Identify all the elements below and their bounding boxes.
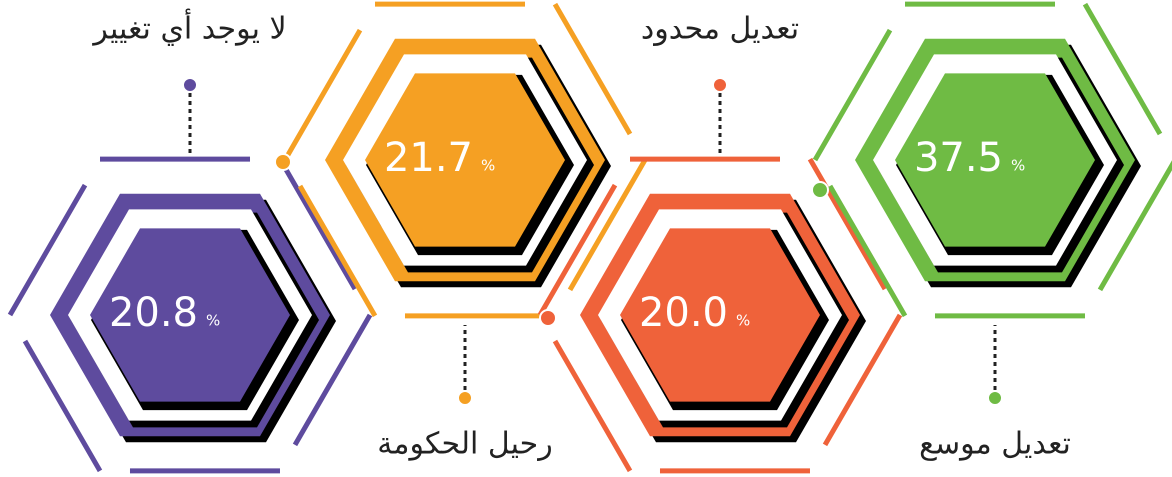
category-label: رحيل الحكومة [377, 427, 552, 462]
hexagon-group [282, 1, 648, 319]
unit-label: % [206, 312, 220, 330]
joint-dot [274, 153, 292, 171]
category-label: لا يوجد أي تغيير [91, 8, 286, 47]
category-label: تعديل محدود [641, 12, 799, 47]
value-label: 20.8 [109, 290, 198, 336]
dot [182, 77, 198, 93]
dot [457, 390, 473, 406]
hex-core [90, 228, 290, 402]
dot [987, 390, 1003, 406]
hex-core [365, 73, 565, 247]
dot [712, 77, 728, 93]
hex-core [620, 228, 820, 402]
unit-label: % [736, 312, 750, 330]
unit-label: % [481, 157, 495, 175]
value-label: 37.5 [914, 135, 1003, 181]
hexagon-group [7, 156, 373, 474]
hexagon-group [812, 1, 1172, 319]
category-label: تعديل موسع [919, 427, 1071, 462]
unit-label: % [1011, 157, 1025, 175]
hex-core [895, 73, 1095, 247]
joint-dot [539, 309, 557, 327]
value-label: 21.7 [384, 135, 473, 181]
value-label: 20.0 [639, 290, 728, 336]
hexagon-group [537, 156, 903, 474]
joint-dot [811, 181, 829, 199]
